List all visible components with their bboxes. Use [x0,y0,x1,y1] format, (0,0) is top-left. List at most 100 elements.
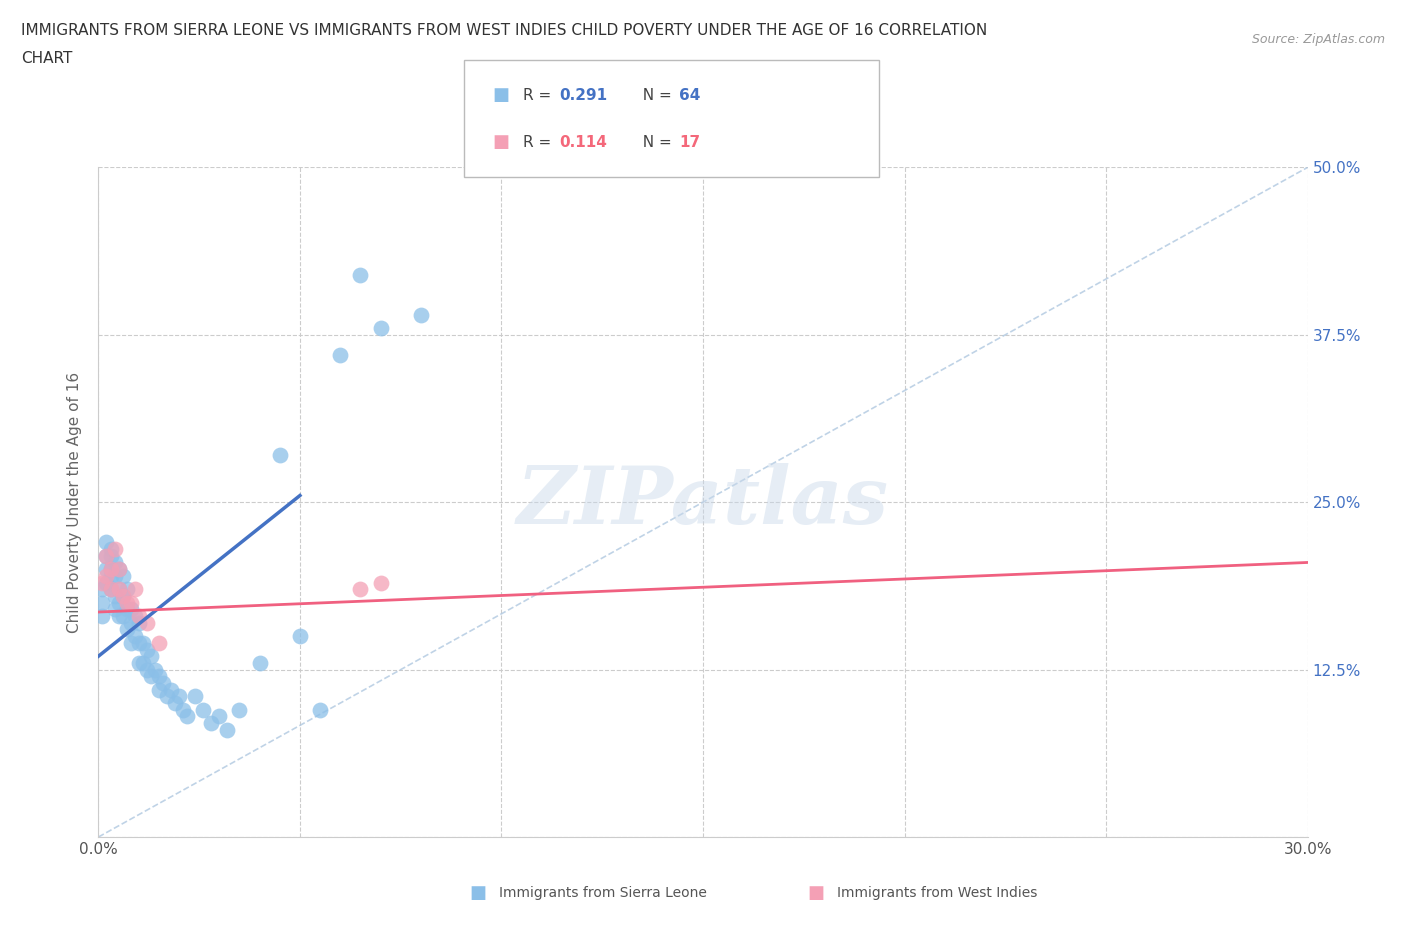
Text: ■: ■ [807,884,824,902]
Point [120,635,142,650]
Point [115,582,138,597]
Text: ■: ■ [470,884,486,902]
Text: 64: 64 [679,87,700,102]
Text: Source: ZipAtlas.com: Source: ZipAtlas.com [1251,33,1385,46]
Point [409,307,432,322]
Point [111,589,134,604]
Point [124,629,146,644]
Point [120,595,142,610]
Text: Immigrants from West Indies: Immigrants from West Indies [837,885,1038,900]
Point [96,549,118,564]
Point [100,541,122,556]
Point [156,689,179,704]
Point [120,602,142,617]
Point [143,662,166,677]
Text: ■: ■ [492,86,509,104]
Point [349,582,371,597]
Point [100,582,122,597]
Point [370,321,392,336]
Point [115,622,138,637]
Point [124,582,146,597]
Point [228,702,250,717]
Point [249,656,271,671]
Text: R =: R = [523,135,557,150]
Text: 0.291: 0.291 [560,87,607,102]
Point [128,608,150,623]
Point [96,535,118,550]
Point [200,716,222,731]
Point [100,562,122,577]
Text: N =: N = [633,135,676,150]
Point [96,549,118,564]
Point [107,608,129,623]
Point [148,669,170,684]
Text: ZIPatlas: ZIPatlas [517,463,889,541]
Point [135,662,157,677]
Point [148,635,170,650]
Point [111,568,134,583]
Point [103,602,125,617]
Point [128,616,150,631]
Point [349,267,371,282]
Point [128,656,150,671]
Point [91,608,114,623]
Point [132,656,155,671]
Point [103,555,125,570]
Point [107,582,129,597]
Point [139,649,162,664]
Y-axis label: Child Poverty Under the Age of 16: Child Poverty Under the Age of 16 [67,372,83,632]
Point [96,568,118,583]
Text: Immigrants from Sierra Leone: Immigrants from Sierra Leone [499,885,707,900]
Point [163,696,186,711]
Point [107,582,129,597]
Point [103,568,125,583]
Text: 0.114: 0.114 [560,135,607,150]
Point [139,669,162,684]
Point [132,635,155,650]
Point [172,702,194,717]
Point [329,348,352,363]
Point [91,582,114,597]
Point [103,589,125,604]
Point [96,575,118,590]
Point [124,608,146,623]
Point [115,595,138,610]
Point [176,709,198,724]
Point [370,575,392,590]
Text: N =: N = [633,87,676,102]
Point [288,629,311,644]
Point [100,568,122,583]
Point [91,575,114,590]
Point [148,683,170,698]
Point [128,635,150,650]
Point [167,689,190,704]
Point [107,595,129,610]
Text: CHART: CHART [21,51,73,66]
Text: IMMIGRANTS FROM SIERRA LEONE VS IMMIGRANTS FROM WEST INDIES CHILD POVERTY UNDER : IMMIGRANTS FROM SIERRA LEONE VS IMMIGRAN… [21,23,987,38]
Point [111,589,134,604]
Point [269,448,291,463]
Point [152,675,174,690]
Point [160,683,183,698]
Text: R =: R = [523,87,557,102]
Point [184,689,207,704]
Point [309,702,332,717]
Point [111,608,134,623]
Point [193,702,215,717]
Point [100,549,122,564]
Point [107,562,129,577]
Point [91,595,114,610]
Text: ■: ■ [492,133,509,151]
Point [135,642,157,657]
Point [103,541,125,556]
Point [120,616,142,631]
Point [208,709,231,724]
Text: 17: 17 [679,135,700,150]
Point [217,723,239,737]
Point [96,562,118,577]
Point [100,562,122,577]
Point [100,582,122,597]
Point [135,616,157,631]
Point [115,602,138,617]
Point [107,562,129,577]
